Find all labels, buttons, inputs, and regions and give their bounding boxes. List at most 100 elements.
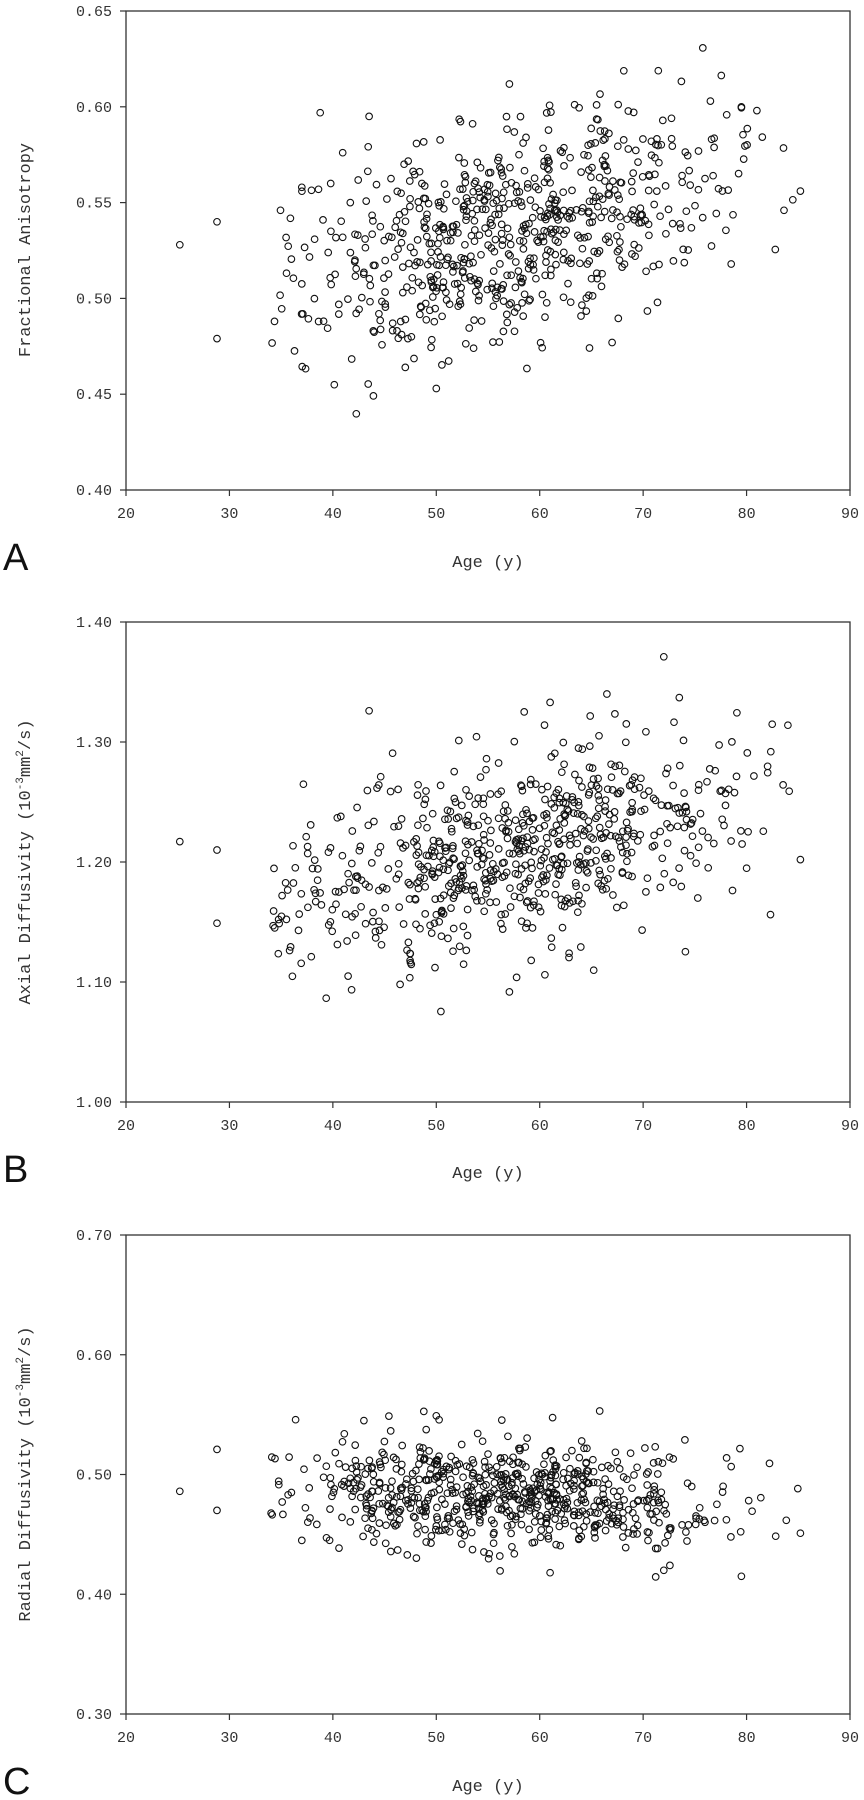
data-point	[459, 1490, 467, 1499]
data-point	[469, 258, 477, 267]
data-point	[756, 1493, 765, 1502]
data-point	[465, 792, 474, 800]
data-point	[420, 223, 429, 232]
data-point	[361, 243, 370, 252]
y-tick-label: 1.20	[76, 855, 112, 872]
data-point	[722, 1454, 731, 1462]
data-point	[629, 206, 637, 214]
data-point	[575, 891, 583, 900]
data-point	[560, 760, 568, 769]
data-point	[497, 910, 506, 919]
data-point	[578, 899, 586, 908]
data-point	[652, 187, 661, 195]
data-point	[656, 212, 664, 221]
data-point	[344, 869, 352, 878]
data-point	[655, 158, 663, 167]
data-point	[502, 310, 511, 319]
data-point	[372, 1529, 381, 1538]
data-point	[517, 1520, 526, 1529]
data-point	[312, 1520, 321, 1529]
data-point	[680, 258, 689, 267]
data-point	[405, 973, 414, 982]
data-point	[596, 127, 605, 135]
data-point	[662, 229, 670, 238]
data-point	[482, 754, 491, 763]
data-point	[566, 298, 575, 307]
data-point	[375, 1519, 384, 1527]
data-point	[566, 1464, 574, 1473]
data-point	[375, 917, 383, 926]
data-point	[386, 1547, 395, 1556]
data-point	[682, 815, 691, 824]
data-point	[545, 165, 553, 174]
data-point	[574, 1511, 583, 1520]
data-point	[598, 269, 606, 278]
data-point	[478, 205, 487, 214]
data-point	[607, 1519, 616, 1528]
data-point	[573, 1498, 582, 1507]
data-point	[580, 150, 588, 159]
data-point	[506, 240, 515, 249]
data-point	[691, 1520, 700, 1529]
data-point	[487, 1466, 496, 1475]
data-point	[500, 204, 508, 212]
data-point	[475, 1499, 483, 1508]
data-point	[439, 1465, 448, 1474]
data-point	[388, 319, 397, 328]
data-point	[470, 216, 479, 225]
data-point	[348, 827, 357, 835]
data-point	[674, 803, 682, 812]
data-point	[573, 809, 582, 818]
data-point	[497, 1458, 506, 1466]
data-point	[503, 318, 512, 327]
x-tick-label: 50	[427, 1118, 445, 1135]
data-point	[592, 101, 601, 109]
panel-b-y-axis-title-part-1: Axial Diffusivity (10	[17, 790, 36, 1004]
data-point	[421, 795, 430, 804]
data-point	[667, 134, 676, 143]
data-point	[763, 762, 772, 771]
data-point	[547, 1471, 555, 1480]
data-point	[562, 1481, 570, 1490]
data-point	[524, 264, 533, 273]
data-point	[436, 839, 444, 848]
data-point	[572, 882, 580, 891]
data-point	[540, 821, 549, 830]
data-point	[578, 1490, 586, 1499]
data-point	[575, 852, 584, 861]
data-point	[629, 169, 638, 177]
data-point	[565, 1486, 574, 1495]
data-point	[494, 759, 503, 767]
data-point	[408, 286, 417, 295]
data-point	[722, 110, 731, 119]
data-point	[441, 261, 450, 270]
data-point	[711, 766, 720, 775]
data-point	[556, 814, 565, 823]
data-point	[555, 794, 564, 803]
data-point	[386, 1512, 395, 1521]
data-point	[435, 233, 444, 242]
data-point	[544, 1534, 553, 1543]
x-tick-label: 90	[841, 1118, 859, 1135]
data-point	[570, 798, 579, 807]
data-point	[555, 798, 564, 807]
data-point	[525, 1525, 533, 1534]
data-point	[433, 271, 442, 279]
data-point	[435, 1485, 444, 1494]
data-point	[638, 926, 646, 934]
data-point	[550, 803, 559, 812]
data-point	[357, 1481, 366, 1489]
data-point	[609, 206, 617, 214]
data-point	[393, 187, 402, 196]
data-point	[628, 872, 636, 881]
data-point	[541, 890, 550, 898]
data-point	[489, 302, 498, 311]
data-point	[673, 822, 682, 831]
y-tick-label: 0.30	[76, 1707, 112, 1724]
data-point	[431, 963, 439, 972]
data-point	[663, 839, 672, 848]
data-point	[510, 308, 519, 316]
data-point	[734, 169, 743, 178]
data-point	[565, 949, 573, 958]
data-point	[370, 817, 378, 826]
